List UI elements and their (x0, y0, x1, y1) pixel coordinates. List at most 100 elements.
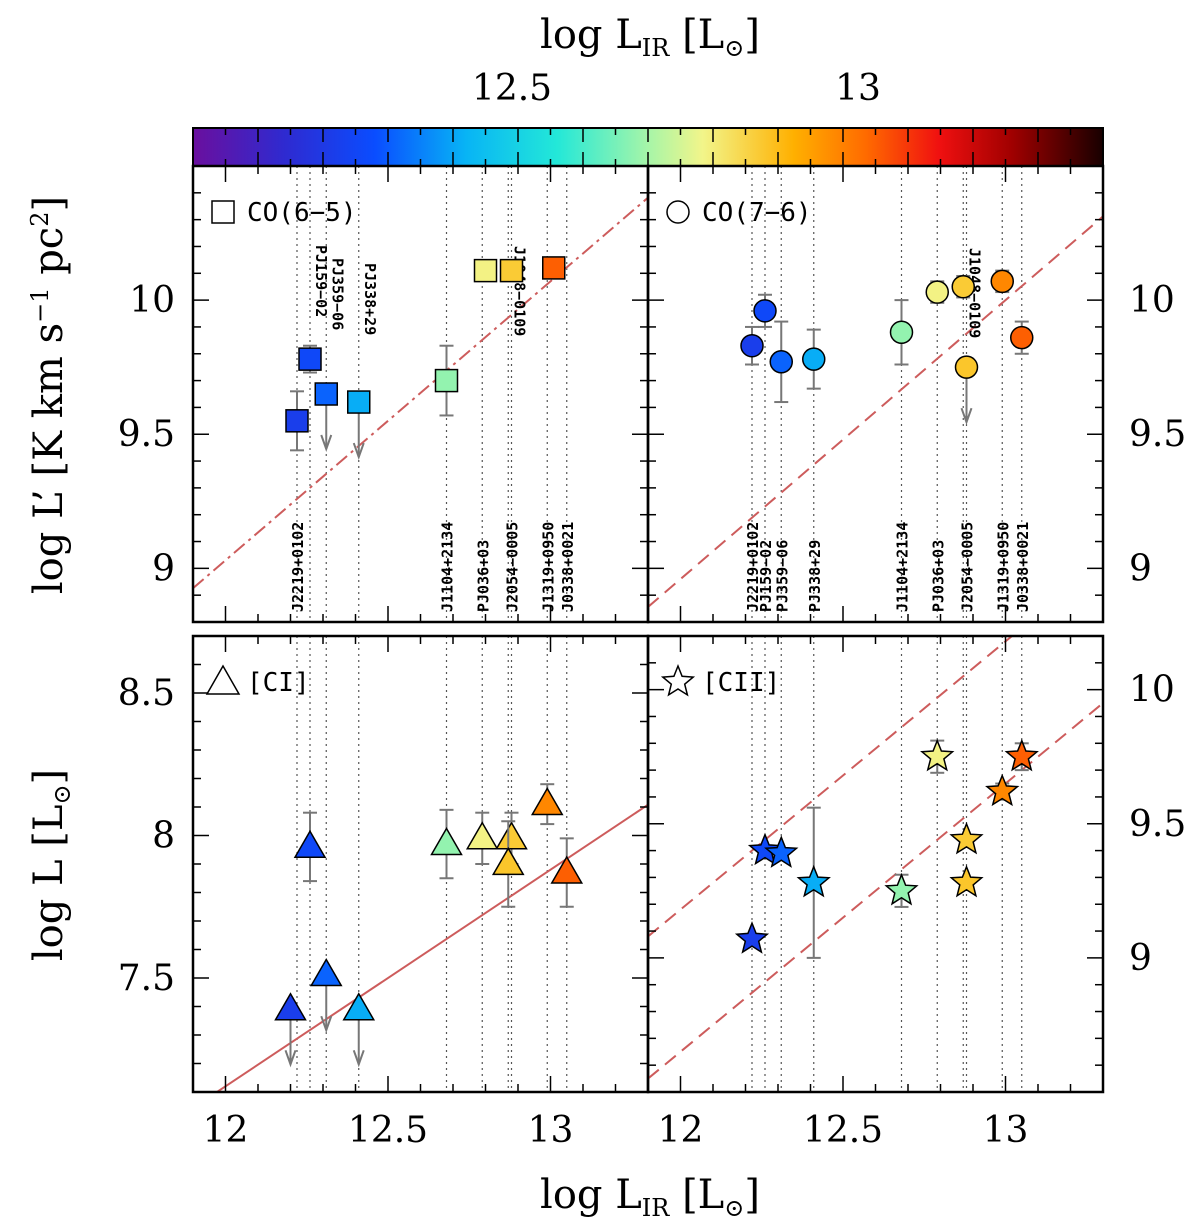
circle-marker (1010, 325, 1034, 350)
legend-ci: [CI] (205, 664, 310, 698)
star-marker (949, 864, 984, 898)
colorbar-title: log LIR [L⊙] (540, 12, 760, 62)
square-marker (473, 258, 498, 283)
y-tick-label-right: 9.5 (1129, 414, 1186, 455)
x-tick-label: 12 (658, 1110, 704, 1151)
triangle-marker (465, 821, 499, 850)
upper-limit-arrowhead (320, 1015, 333, 1034)
legend-label: CO(6−5) (247, 198, 357, 228)
y-tick-label: 8 (152, 816, 175, 857)
circle-marker (954, 355, 979, 379)
y-tick-label-right: 9 (1129, 938, 1152, 979)
triangle-marker (293, 829, 327, 859)
star-marker (884, 872, 919, 906)
relation-line (215, 803, 648, 1092)
colorbar-tick-label: 13 (835, 68, 881, 109)
upper-limit-arrowhead (352, 1050, 365, 1068)
panels: PJ159−02 J2219+0102 PJ359−06 PJ338+29 J1104+… (118, 164, 1186, 1151)
star-marker (985, 773, 1020, 807)
x-axis-title: log LIR [L⊙] (540, 1172, 760, 1222)
source-label: PJ359−06 (773, 540, 791, 612)
source-label: PJ338+29 (361, 263, 379, 335)
star-marker (920, 738, 955, 772)
source-label: PJ036+03 (929, 540, 947, 612)
markers (285, 256, 566, 461)
y-tick-label-right: 10 (1129, 670, 1175, 711)
triangle-marker (430, 826, 463, 856)
colorbar-ticks (192, 128, 1104, 166)
y-tick-label: 9.5 (118, 414, 175, 455)
source-label: J2054−0005 (504, 522, 522, 612)
panel-frame (191, 634, 650, 1094)
relation-line (648, 215, 1103, 608)
source-label: J1048−0109 (965, 248, 983, 338)
circle-marker (740, 333, 764, 358)
panel-frame (646, 164, 1105, 624)
x-tick-label: 12 (203, 1110, 249, 1151)
legend-label: [CI] (247, 668, 310, 698)
relation-lines (215, 803, 648, 1092)
circle-marker (802, 347, 826, 371)
panel-ci: 7.5 8 8.5 12 12.5 13 [CI] (118, 634, 650, 1151)
source-label: J0338+0021 (559, 522, 577, 612)
circle-marker (951, 274, 975, 299)
ticks (647, 165, 1104, 623)
source-label: J1319+0950 (994, 522, 1012, 612)
legend-label: CO(7−6) (702, 198, 812, 228)
source-label: PJ159−02 (757, 540, 775, 612)
square-marker (314, 382, 338, 406)
legend-co65: CO(6−5) (211, 198, 357, 228)
relation-line (193, 196, 648, 589)
triangle-marker (274, 992, 307, 1021)
ticks (192, 165, 649, 623)
source-label: PJ359−06 (328, 258, 346, 330)
upper-limit-arrowhead (320, 434, 333, 452)
legend-square-icon (211, 200, 235, 224)
source-label: PJ338+29 (806, 540, 824, 612)
y-tick-label: 10 (129, 280, 175, 321)
y-tick-label: 7.5 (118, 958, 175, 999)
source-label: J2219+0102 (289, 522, 307, 612)
source-label: J1104+2134 (894, 522, 912, 612)
legend-star-icon (660, 663, 696, 697)
markers (740, 269, 1034, 426)
star-marker (764, 835, 799, 868)
triangle-marker (550, 855, 584, 884)
source-label: J1104+2134 (439, 522, 457, 612)
legend-triangle-icon (205, 664, 241, 695)
star-marker (949, 821, 984, 855)
circle-marker (925, 280, 949, 304)
x-tick-label: 12.5 (348, 1110, 428, 1151)
relation-line (648, 702, 1103, 1080)
y-tick-label: 8.5 (118, 673, 175, 714)
square-marker (298, 347, 322, 371)
relation-lines (648, 215, 1103, 608)
y-tick-label-right: 9.5 (1129, 804, 1186, 845)
source-label: J0338+0021 (1014, 522, 1032, 612)
legend-circle-icon (666, 200, 690, 224)
legend-co76: CO(7−6) (666, 198, 812, 228)
triangle-marker (491, 846, 525, 876)
y-tick-label-right: 9 (1129, 548, 1152, 589)
source-label: J1319+0950 (539, 522, 557, 612)
upper-limit-arrowhead (960, 407, 973, 426)
markers (734, 738, 1039, 959)
circle-marker (889, 320, 914, 345)
star-marker (1004, 738, 1039, 772)
panel-co65: PJ159−02 J2219+0102 PJ359−06 PJ338+29 J1104+… (118, 164, 650, 624)
square-marker (499, 258, 524, 283)
source-lines (751, 636, 1023, 1092)
source-lines (751, 166, 1023, 622)
source-label: PJ036+03 (474, 540, 492, 612)
x-tick-label: 13 (983, 1110, 1029, 1151)
star-marker (796, 864, 831, 898)
ticks (647, 635, 1104, 1093)
y-axis-title-bottom: log L [L⊙] (26, 769, 76, 961)
circle-marker (990, 269, 1014, 294)
panel-frame (646, 634, 1105, 1094)
upper-limit-arrowhead (352, 442, 365, 461)
